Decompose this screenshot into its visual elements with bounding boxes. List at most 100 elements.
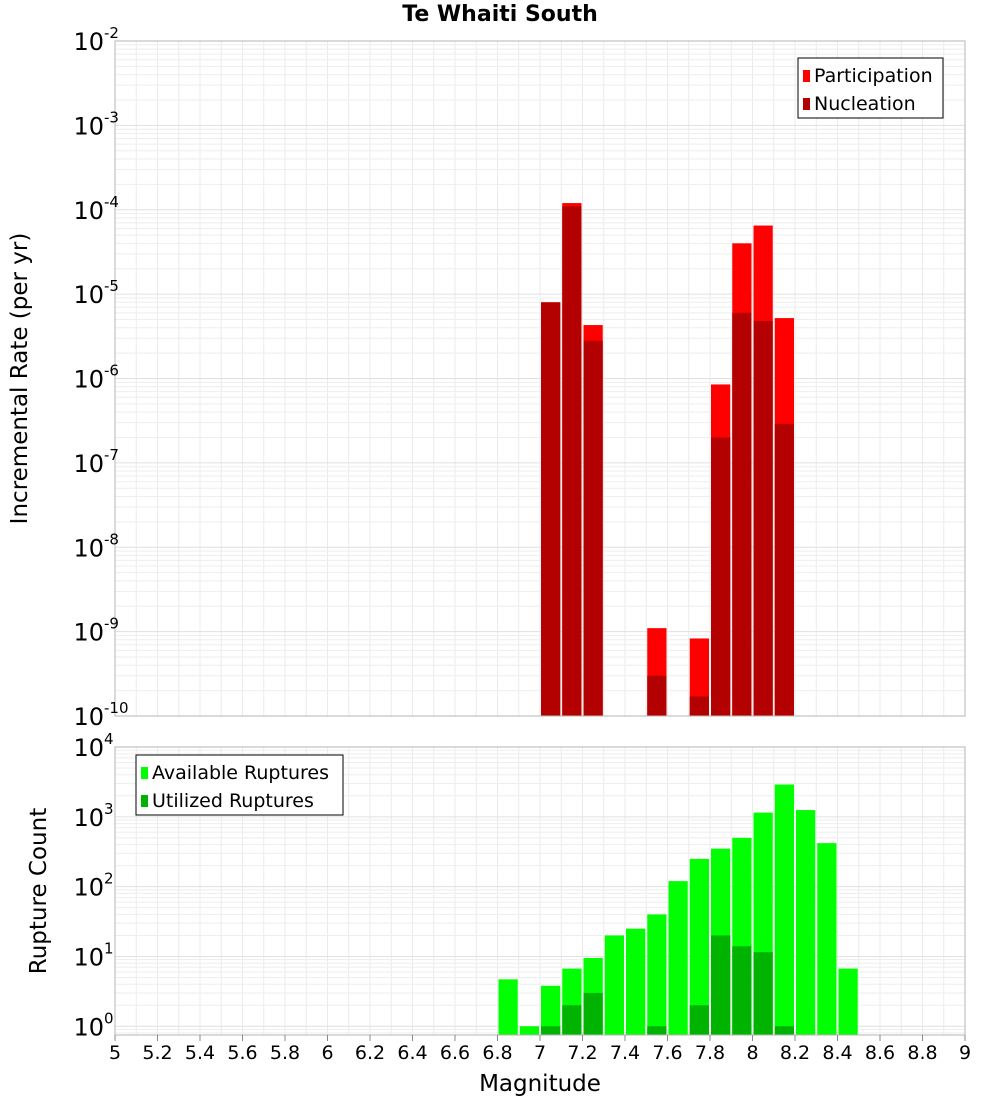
bar <box>562 1005 582 1035</box>
bar <box>796 810 816 1035</box>
y-tick-exponent: -8 <box>104 530 119 548</box>
y-tick-exponent: -7 <box>104 446 119 464</box>
x-tick-label: 5.2 <box>142 1042 172 1064</box>
y-axis-title: Rupture Count <box>26 808 52 974</box>
y-axis-title: Incremental Rate (per yr) <box>7 233 33 525</box>
y-tick-label: 10 <box>73 734 104 762</box>
y-axis: 10-210-310-410-510-610-710-810-910-10 <box>73 24 128 731</box>
y-tick-exponent: 0 <box>104 1009 114 1027</box>
bar <box>562 206 582 716</box>
bar <box>498 979 518 1035</box>
bar <box>711 437 731 716</box>
legend-swatch <box>803 98 810 110</box>
plot-frame <box>114 40 966 717</box>
x-tick-label: 7.6 <box>652 1042 682 1064</box>
y-tick-label: 10 <box>73 534 104 562</box>
x-tick-label: 7.4 <box>610 1042 640 1064</box>
legend: Participation Nucleation <box>797 57 944 119</box>
legend-swatch <box>141 767 148 779</box>
x-tick-label: 8.8 <box>907 1042 937 1064</box>
bar <box>647 1026 667 1035</box>
y-tick-label: 10 <box>73 450 104 478</box>
y-tick-label: 10 <box>73 619 104 647</box>
x-tick-label: 9 <box>959 1042 971 1064</box>
bar <box>541 302 561 716</box>
bar <box>689 1005 709 1035</box>
y-tick-label: 10 <box>73 874 104 902</box>
bar <box>668 881 688 1035</box>
y-tick-exponent: 4 <box>104 730 114 748</box>
x-tick-label: 6.6 <box>440 1042 470 1064</box>
bar <box>541 1026 561 1035</box>
legend-label: Available Ruptures <box>152 762 329 784</box>
x-tick-label: 6.4 <box>397 1042 427 1064</box>
bar <box>774 423 794 716</box>
y-tick-exponent: -4 <box>104 193 119 211</box>
y-tick-exponent: -10 <box>104 699 129 717</box>
bar <box>753 952 773 1035</box>
y-tick-exponent: 3 <box>104 800 114 818</box>
legend-swatch <box>803 70 810 82</box>
y-tick-exponent: -6 <box>104 362 119 380</box>
legend-label: Nucleation <box>814 93 916 115</box>
chart-title: Te Whaiti South <box>402 2 598 27</box>
legend-box <box>797 57 944 119</box>
legend-label: Participation <box>814 65 933 87</box>
bar <box>541 985 561 1035</box>
x-tick-label: 8.2 <box>780 1042 810 1064</box>
y-tick-exponent: -9 <box>104 615 119 633</box>
x-tick-label: 8 <box>746 1042 758 1064</box>
x-tick-label: 6 <box>321 1042 333 1064</box>
legend-swatch <box>141 795 148 807</box>
bar <box>732 946 752 1035</box>
bar <box>838 968 858 1035</box>
y-tick-label: 10 <box>73 28 104 56</box>
y-tick-label: 10 <box>73 1013 104 1041</box>
bar <box>774 1026 794 1035</box>
legend-label: Utilized Ruptures <box>152 790 314 812</box>
y-tick-exponent: 2 <box>104 870 114 888</box>
x-tick-label: 6.2 <box>355 1042 385 1064</box>
bar <box>626 928 646 1035</box>
x-tick-label: 7 <box>534 1042 546 1064</box>
bar <box>583 340 603 716</box>
x-tick-label: 8.4 <box>822 1042 852 1064</box>
bar <box>604 935 624 1035</box>
bar <box>732 312 752 716</box>
rate-panel: 10-210-310-410-510-610-710-810-910 -10 Inc… <box>7 24 966 731</box>
x-tick-label: 6.8 <box>482 1042 512 1064</box>
x-tick-label: 7.2 <box>567 1042 597 1064</box>
x-tick-label: 8.6 <box>865 1042 895 1064</box>
bar <box>519 1026 539 1035</box>
x-tick-label: 5.6 <box>227 1042 257 1064</box>
x-tick-label: 5 <box>109 1042 121 1064</box>
bar <box>817 843 837 1035</box>
bar <box>583 992 603 1035</box>
y-tick-label: 10 <box>73 366 104 394</box>
bar <box>753 321 773 716</box>
y-tick-label: 10 <box>73 703 104 731</box>
legend: Available Ruptures Utilized Ruptures <box>135 754 344 816</box>
bar <box>711 935 731 1035</box>
x-axis-title: Magnitude <box>479 1071 601 1097</box>
y-tick-label: 10 <box>73 943 104 971</box>
y-tick-label: 10 <box>73 804 104 832</box>
grid-lines <box>114 40 966 717</box>
y-tick-label: 10 <box>73 281 104 309</box>
series-utilized-ruptures <box>541 935 794 1035</box>
y-tick-exponent: -3 <box>104 108 119 126</box>
x-tick-label: 7.8 <box>695 1042 725 1064</box>
y-tick-label: 10 <box>73 197 104 225</box>
y-tick-exponent: -2 <box>104 24 119 42</box>
x-axis: 5 5.2 5.4 5.6 5.8 6 6.2 6.4 6.6 6.8 7 7.2 7.4 7.6 7.8 8… <box>109 1035 971 1097</box>
series-nucleation <box>541 206 794 716</box>
y-tick-exponent: 1 <box>104 939 114 957</box>
bar <box>647 914 667 1035</box>
y-tick-label: 10 <box>73 112 104 140</box>
x-tick-label: 5.4 <box>185 1042 215 1064</box>
bar <box>647 675 667 716</box>
bar <box>774 784 794 1035</box>
